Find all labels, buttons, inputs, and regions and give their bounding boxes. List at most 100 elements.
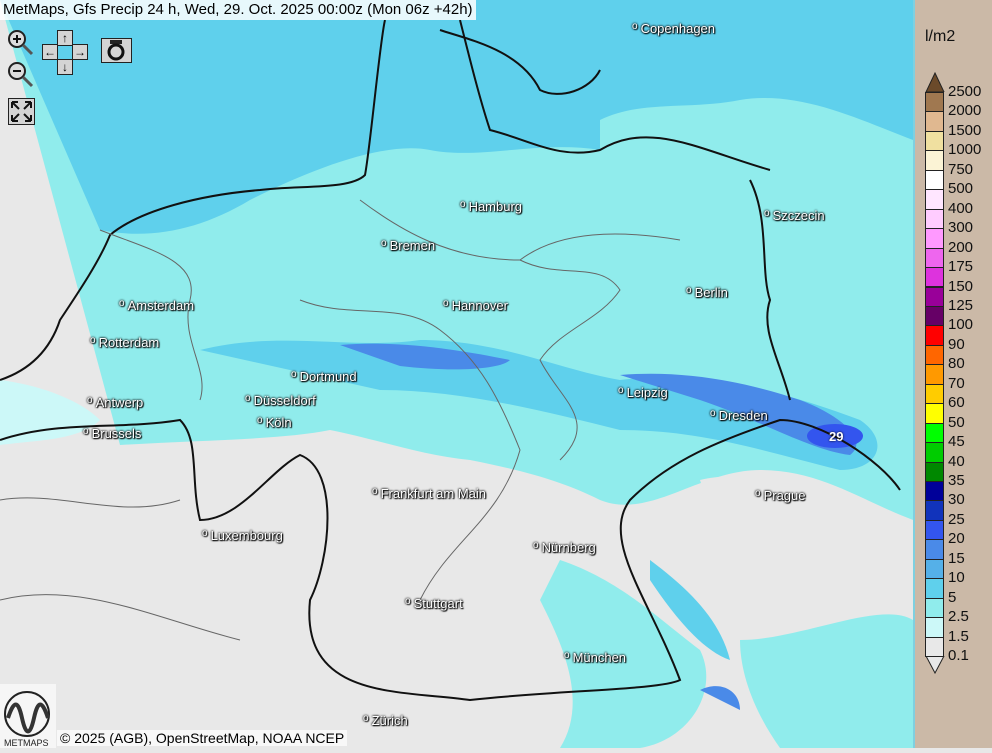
city-dot-icon: o xyxy=(87,395,93,406)
city-name: Bremen xyxy=(389,238,436,253)
zoom-in-button[interactable] xyxy=(6,28,34,56)
city-name: Zürich xyxy=(371,713,408,728)
city-dot-icon: o xyxy=(291,369,297,380)
legend-swatch xyxy=(925,519,944,541)
city-label: o Berlin xyxy=(686,285,728,300)
legend-swatch xyxy=(925,92,944,113)
legend-label: 500 xyxy=(948,180,974,198)
fullscreen-button[interactable] xyxy=(8,98,35,125)
city-label: o Frankfurt am Main xyxy=(372,486,486,501)
pan-down-button[interactable]: ↓ xyxy=(57,59,73,75)
attribution: © 2025 (AGB), OpenStreetMap, NOAA NCEP xyxy=(57,730,348,746)
city-name: Leipzig xyxy=(626,385,668,400)
legend-swatch xyxy=(925,461,944,482)
city-name: Dresden xyxy=(718,408,768,423)
legend: l/m2 2500 2000 1500 1000 750 500 400 300 200 175 1… xyxy=(913,0,992,748)
pan-left-button[interactable]: ← xyxy=(42,44,58,60)
legend-label: 750 xyxy=(948,160,974,178)
city-label: o Rotterdam xyxy=(90,335,159,350)
city-dot-icon: o xyxy=(405,596,411,607)
legend-label: 125 xyxy=(948,296,974,314)
city-label: o Antwerp xyxy=(87,395,143,410)
svg-text:METMAPS: METMAPS xyxy=(4,738,49,748)
legend-swatch xyxy=(925,442,944,463)
city-name: Dortmund xyxy=(299,369,357,384)
precipitation-map[interactable] xyxy=(0,0,913,748)
city-name: Hannover xyxy=(451,298,508,313)
city-label: o München xyxy=(564,650,626,665)
city-dot-icon: o xyxy=(443,298,449,309)
legend-label: 175 xyxy=(948,258,974,276)
legend-swatch xyxy=(925,383,944,405)
city-dot-icon: o xyxy=(363,713,369,724)
legend-swatch xyxy=(925,267,944,288)
city-name: Antwerp xyxy=(95,395,144,410)
legend-label: 2000 xyxy=(948,102,982,120)
legend-label: 1500 xyxy=(948,121,982,139)
zoom-out-button[interactable] xyxy=(6,60,34,88)
legend-swatch xyxy=(925,403,944,424)
legend-swatch xyxy=(925,305,944,327)
city-label: o Amsterdam xyxy=(119,298,194,313)
city-dot-icon: o xyxy=(245,393,251,404)
city-dot-icon: o xyxy=(710,408,716,419)
city-label: o Copenhagen xyxy=(632,21,715,36)
camera-icon xyxy=(107,40,125,61)
pan-up-button[interactable]: ↑ xyxy=(57,30,73,46)
city-label: o Stuttgart xyxy=(405,596,463,611)
legend-swatch xyxy=(925,286,944,307)
legend-label: 20 xyxy=(948,530,965,548)
city-label: o Szczecin xyxy=(764,208,825,223)
zoom-out-icon xyxy=(8,62,34,88)
city-name: Düsseldorf xyxy=(253,393,316,408)
city-dot-icon: o xyxy=(632,21,638,32)
city-label: o Zürich xyxy=(363,713,408,728)
zoom-in-icon xyxy=(8,30,34,56)
screenshot-button[interactable] xyxy=(101,38,132,63)
city-name: Köln xyxy=(265,415,292,430)
city-label: o Leipzig xyxy=(618,385,668,400)
city-dot-icon: o xyxy=(202,528,208,539)
legend-swatch xyxy=(925,208,944,230)
city-name: Hamburg xyxy=(468,199,523,214)
legend-swatch xyxy=(925,111,944,132)
legend-label: 150 xyxy=(948,277,974,295)
map-title: MetMaps, Gfs Precip 24 h, Wed, 29. Oct. … xyxy=(0,0,476,20)
legend-label: 2.5 xyxy=(948,608,969,626)
city-label: o Dortmund xyxy=(291,369,357,384)
city-name: Berlin xyxy=(694,285,728,300)
city-dot-icon: o xyxy=(686,285,692,296)
legend-label: 100 xyxy=(948,316,974,334)
city-label: o Luxembourg xyxy=(202,528,283,543)
legend-label: 70 xyxy=(948,374,965,392)
metmaps-logo: METMAPS xyxy=(0,684,56,748)
city-label: o Hamburg xyxy=(460,199,522,214)
legend-label: 35 xyxy=(948,472,965,489)
city-label: o Dresden xyxy=(710,408,768,423)
legend-swatch xyxy=(925,325,944,346)
legend-swatch xyxy=(925,247,944,269)
legend-label: 5 xyxy=(948,588,957,606)
city-label: o Bremen xyxy=(381,238,435,253)
legend-label: 0.1 xyxy=(948,647,969,665)
legend-label: 15 xyxy=(948,549,965,567)
city-dot-icon: o xyxy=(618,385,624,396)
legend-swatch xyxy=(925,150,944,171)
legend-swatch xyxy=(925,636,944,658)
legend-label: 50 xyxy=(948,413,965,431)
legend-label: 25 xyxy=(948,510,965,528)
legend-swatch xyxy=(925,169,944,191)
city-dot-icon: o xyxy=(257,415,263,426)
city-name: München xyxy=(572,650,627,665)
legend-label: 2500 xyxy=(948,83,982,100)
max-value-label: 29 xyxy=(829,429,844,444)
city-label: o Brussels xyxy=(83,426,141,441)
city-dot-icon: o xyxy=(381,238,387,249)
legend-swatch xyxy=(925,558,944,580)
city-name: Szczecin xyxy=(772,208,825,223)
city-dot-icon: o xyxy=(119,298,125,309)
city-dot-icon: o xyxy=(533,540,539,551)
legend-label: 45 xyxy=(948,433,965,451)
pan-right-button[interactable]: → xyxy=(72,44,88,60)
city-dot-icon: o xyxy=(755,488,761,499)
